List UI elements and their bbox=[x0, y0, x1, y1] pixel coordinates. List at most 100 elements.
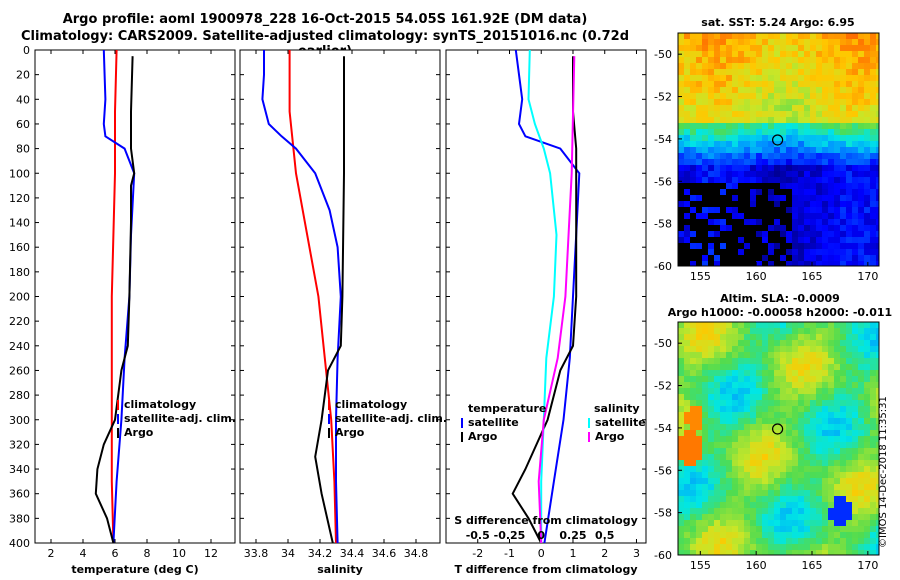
sst-map-cell bbox=[726, 87, 732, 93]
sla-map-cell bbox=[846, 352, 852, 358]
sst-map-cell bbox=[834, 261, 840, 266]
sla-map-cell bbox=[714, 520, 720, 526]
sla-map-cell bbox=[756, 430, 762, 436]
sst-map-cell bbox=[852, 111, 858, 117]
sst-map-cell bbox=[768, 117, 774, 123]
sst-map-cell bbox=[798, 87, 804, 93]
sst-map-cell bbox=[840, 129, 846, 135]
sla-map-cell bbox=[690, 466, 696, 472]
sla-map-cell bbox=[822, 484, 828, 490]
sst-map-cell bbox=[732, 111, 738, 117]
sst-map-cell bbox=[786, 93, 792, 99]
sla-map-cell bbox=[786, 370, 792, 376]
sst-map-cell bbox=[864, 183, 870, 189]
sst-map-cell bbox=[846, 261, 852, 266]
sla-map-cell bbox=[792, 478, 798, 484]
sla-map-cell bbox=[720, 448, 726, 454]
salinity-xtick-label: 33.8 bbox=[244, 547, 269, 560]
sst-map-cell bbox=[786, 57, 792, 63]
sla-map-cell bbox=[708, 484, 714, 490]
sla-map-cell bbox=[714, 508, 720, 514]
sla-map-cell bbox=[762, 472, 768, 478]
sst-map-cell bbox=[822, 33, 828, 39]
sst-map-cell bbox=[810, 57, 816, 63]
sst-map-cell bbox=[828, 225, 834, 231]
sst-map-cell bbox=[720, 39, 726, 45]
sla-map-cell bbox=[714, 544, 720, 550]
sla-map-cell bbox=[798, 460, 804, 466]
sla-map-cell bbox=[834, 400, 840, 406]
sst-map-cell bbox=[738, 183, 744, 189]
sst-map-cell bbox=[828, 165, 834, 171]
sla-map-cell bbox=[696, 520, 702, 526]
sst-map-cell bbox=[858, 255, 864, 261]
sla-map-cell bbox=[744, 364, 750, 370]
sla-map-cell bbox=[738, 406, 744, 412]
sst-map-cell bbox=[756, 261, 762, 266]
sst-map-cell bbox=[798, 57, 804, 63]
sla-map-cell bbox=[798, 412, 804, 418]
sla-map-cell bbox=[810, 496, 816, 502]
sst-map-cell bbox=[684, 129, 690, 135]
sla-map-cell bbox=[738, 472, 744, 478]
sla-map-cell bbox=[744, 466, 750, 472]
sst-map-cell bbox=[678, 159, 684, 165]
sst-map-cell bbox=[834, 189, 840, 195]
sst-map-cell bbox=[690, 213, 696, 219]
sla-map-cell bbox=[864, 418, 870, 424]
sla-map-cell bbox=[876, 538, 879, 544]
sst-map-cell bbox=[870, 87, 876, 93]
sst-map-cell bbox=[726, 123, 732, 129]
sla-map-cell bbox=[750, 364, 756, 370]
sla-map-cell bbox=[720, 334, 726, 340]
sst-map-cell bbox=[780, 81, 786, 87]
sla-map-cell bbox=[738, 412, 744, 418]
sla-map-cell bbox=[870, 508, 876, 514]
sla-map-cell bbox=[738, 454, 744, 460]
sla-map-cell bbox=[858, 514, 864, 520]
sst-map-cell bbox=[726, 51, 732, 57]
sla-map-cell bbox=[678, 400, 684, 406]
sla-map-cell bbox=[804, 448, 810, 454]
sla-map-cell bbox=[684, 424, 690, 430]
sst-map-cell bbox=[774, 93, 780, 99]
sst-map-cell bbox=[768, 243, 774, 249]
sst-map-cell bbox=[786, 141, 792, 147]
sst-map-cell bbox=[678, 207, 684, 213]
sla-map-cell bbox=[738, 400, 744, 406]
sst-map-cell bbox=[678, 165, 684, 171]
sla-map-cell bbox=[732, 334, 738, 340]
sst-map-cell bbox=[792, 237, 798, 243]
sst-map-cell bbox=[804, 99, 810, 105]
sst-map-cell bbox=[738, 123, 744, 129]
sst-map-cell bbox=[846, 123, 852, 129]
sst-map-cell bbox=[732, 33, 738, 39]
sst-map-cell bbox=[756, 249, 762, 255]
sla-map-cell bbox=[876, 550, 879, 555]
sla-map-cell bbox=[870, 328, 876, 334]
sla-map-cell bbox=[792, 442, 798, 448]
sst-map-cell bbox=[714, 99, 720, 105]
sla-map-cell bbox=[768, 484, 774, 490]
sst-map-cell bbox=[876, 87, 879, 93]
sla-map-cell bbox=[732, 430, 738, 436]
sst-map-cell bbox=[714, 141, 720, 147]
sla-map-cell bbox=[858, 358, 864, 364]
sla-map-cell bbox=[804, 400, 810, 406]
sst-map-cell bbox=[876, 111, 879, 117]
sst-map-cell bbox=[726, 165, 732, 171]
sst-map-cell bbox=[798, 219, 804, 225]
sst-map-cell bbox=[858, 87, 864, 93]
sst-map-cell bbox=[852, 57, 858, 63]
sla-map-cell bbox=[684, 406, 690, 412]
sst-map-cell bbox=[786, 171, 792, 177]
sst-map-cell bbox=[720, 153, 726, 159]
sla-map-field bbox=[678, 322, 879, 555]
sst-map-cell bbox=[798, 183, 804, 189]
sla-map-cell bbox=[840, 460, 846, 466]
sst-map-cell bbox=[846, 111, 852, 117]
sla-map-cell bbox=[714, 376, 720, 382]
sla-map-cell bbox=[714, 364, 720, 370]
sst-map-cell bbox=[810, 105, 816, 111]
sla-map-cell bbox=[768, 532, 774, 538]
